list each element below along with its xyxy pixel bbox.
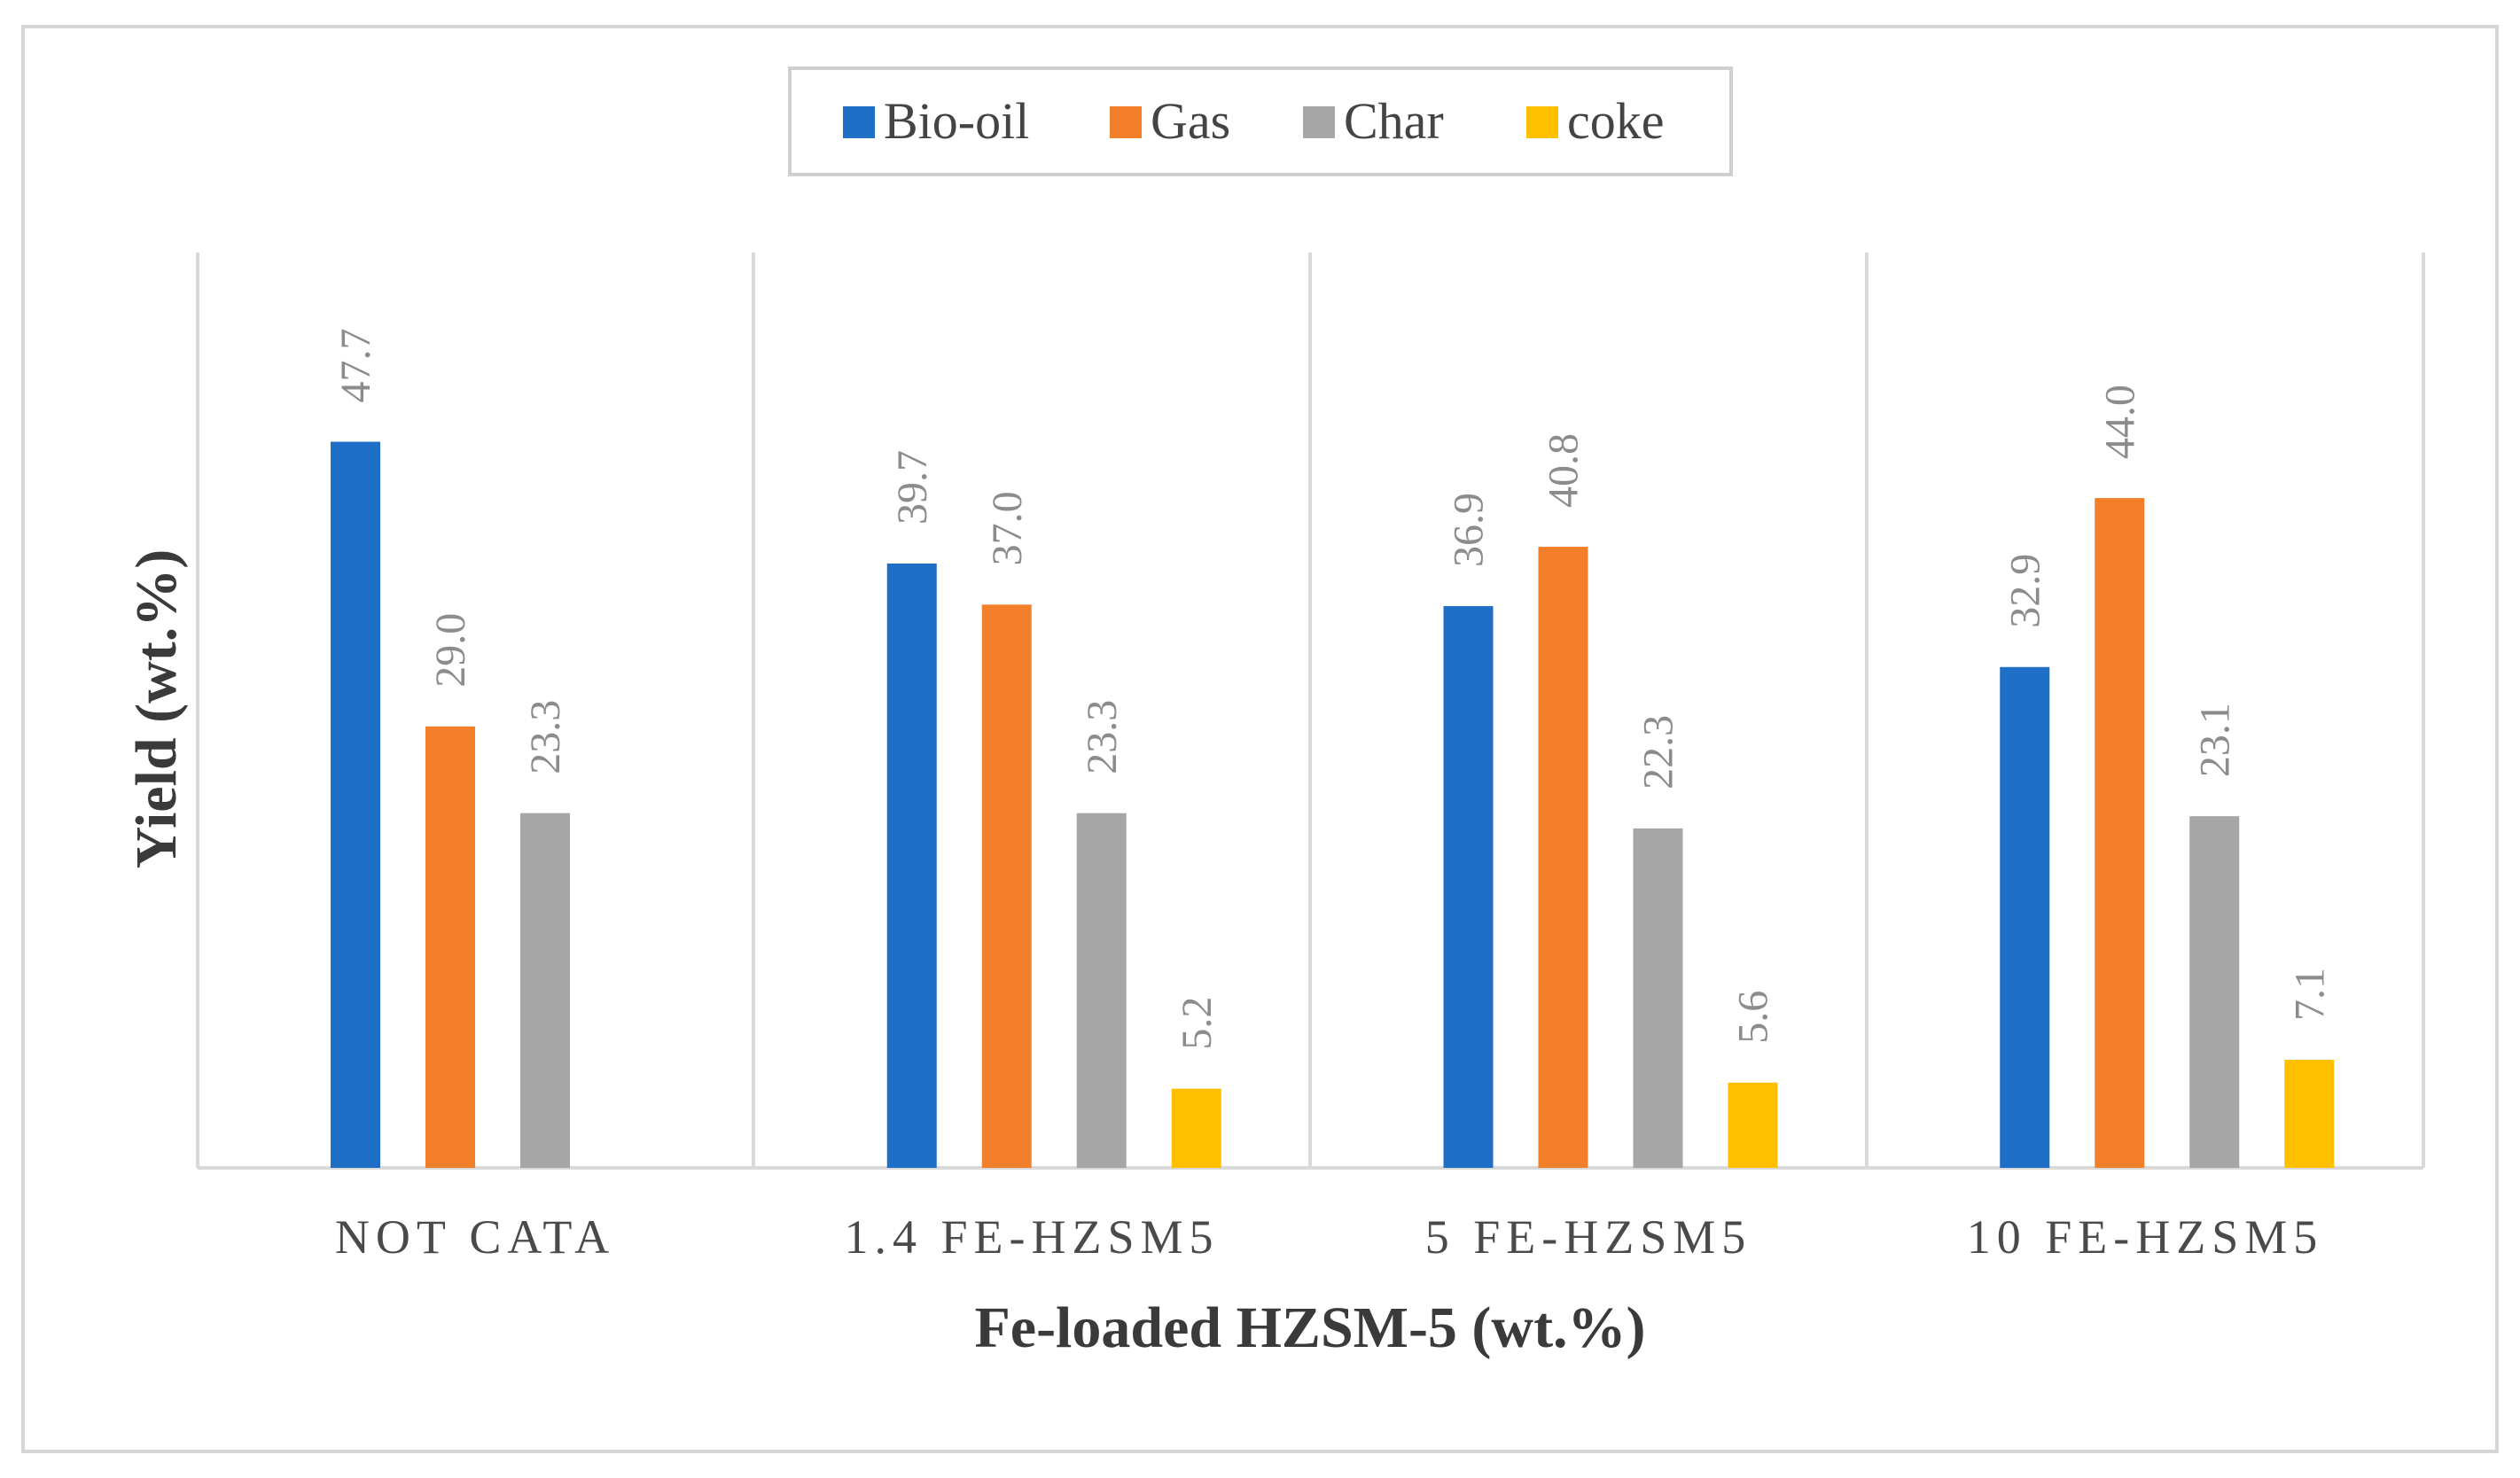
x-tick-label: 10 FE-HZSM5 [1967,1210,2324,1264]
data-label-gas-10-fe-hzsm5: 44.0 [2096,385,2143,459]
bar-coke-10-fe-hzsm5 [2284,1060,2335,1168]
legend-label-bio-oil: Bio-oil [884,92,1029,150]
legend-swatch-gas [1110,106,1142,138]
x-tick-label: NOT CATA [335,1210,615,1264]
data-label-gas-not-cata: 29.0 [427,613,474,688]
legend-swatch-coke [1526,106,1558,138]
x-axis-title: Fe-loaded HZSM-5 (wt.%) [974,1295,1645,1360]
bar-bio-oil-5-fe-hzsm5 [1443,606,1494,1168]
legend-label-gas: Gas [1151,92,1230,150]
bar-coke-5-fe-hzsm5 [1728,1082,1778,1168]
data-label-bio-oil-10-fe-hzsm5: 32.9 [2001,554,2048,628]
data-label-char-10-fe-hzsm5: 23.1 [2191,703,2238,777]
data-label-char-5-fe-hzsm5: 22.3 [1635,715,1682,790]
x-tick-label: 1.4 FE-HZSM5 [844,1210,1219,1264]
legend-swatch-char [1303,106,1335,138]
bar-char-1-4-fe-hzsm5 [1076,813,1127,1168]
data-label-bio-oil-1-4-fe-hzsm5: 39.7 [889,450,936,525]
bar-char-10-fe-hzsm5 [2189,816,2240,1168]
bar-gas-not-cata [425,726,475,1168]
data-label-char-1-4-fe-hzsm5: 23.3 [1079,700,1126,774]
legend-swatch-bio-oil [843,106,875,138]
legend: Bio-oil Gas Char coke [788,66,1733,176]
data-label-bio-oil-not-cata: 47.7 [332,329,379,403]
data-labels-layer: 47.7 29.0 23.3 39.7 37.0 23.3 5.2 36.9 40.8 22.3 5… [332,329,2333,1050]
x-tick-label: 5 FE-HZSM5 [1425,1210,1752,1264]
bar-bio-oil-not-cata [331,441,380,1168]
data-label-bio-oil-5-fe-hzsm5: 36.9 [1446,493,1493,567]
x-tick-labels: NOT CATA 1.4 FE-HZSM5 5 FE-HZSM5 10 FE-H… [335,1210,2324,1264]
data-label-coke-1-4-fe-hzsm5: 5.2 [1174,997,1221,1050]
bar-bio-oil-10-fe-hzsm5 [2000,666,2050,1168]
data-label-coke-10-fe-hzsm5: 7.1 [2286,968,2333,1021]
y-axis-title: Yield (wt.%) [124,549,189,869]
data-label-gas-5-fe-hzsm5: 40.8 [1541,433,1588,508]
legend-label-coke: coke [1567,92,1665,150]
bar-gas-1-4-fe-hzsm5 [981,604,1032,1168]
data-label-char-not-cata: 23.3 [522,700,569,774]
bar-gas-5-fe-hzsm5 [1538,547,1588,1168]
bar-coke-1-4-fe-hzsm5 [1171,1088,1221,1168]
data-label-gas-1-4-fe-hzsm5: 37.0 [984,491,1031,565]
legend-box [788,66,1733,176]
bars-layer [331,441,2335,1168]
data-label-coke-5-fe-hzsm5: 5.6 [1730,991,1777,1044]
legend-label-char: Char [1344,92,1444,150]
bar-char-5-fe-hzsm5 [1633,828,1683,1168]
bar-gas-10-fe-hzsm5 [2095,498,2145,1168]
bar-char-not-cata [520,813,570,1168]
bar-bio-oil-1-4-fe-hzsm5 [886,563,937,1168]
